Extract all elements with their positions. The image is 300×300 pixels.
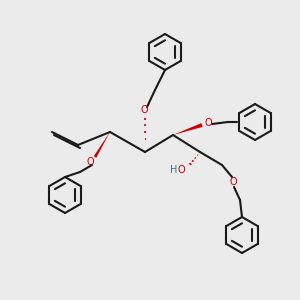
Text: H: H (170, 165, 178, 175)
Text: O: O (204, 118, 212, 128)
Text: O: O (177, 165, 185, 175)
Text: O: O (140, 105, 148, 115)
Text: O: O (229, 177, 237, 187)
Polygon shape (94, 132, 110, 158)
Polygon shape (173, 123, 203, 135)
Text: O: O (86, 157, 94, 167)
